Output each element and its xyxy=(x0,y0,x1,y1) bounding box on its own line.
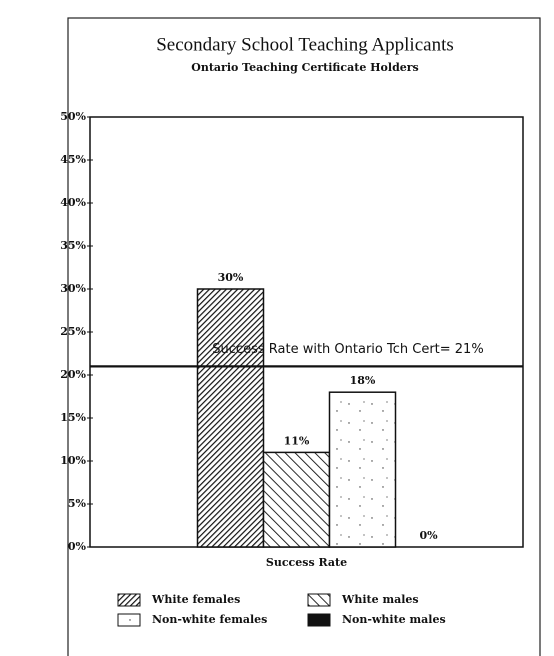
y-tick-label: 25% xyxy=(60,325,86,338)
y-tick-label: 35% xyxy=(60,239,86,252)
y-tick-label: 10% xyxy=(60,454,86,467)
data-label: 0% xyxy=(419,529,438,542)
y-tick-label: 0% xyxy=(68,540,87,553)
data-label: 11% xyxy=(284,434,310,447)
legend-swatch xyxy=(117,593,141,607)
frame xyxy=(67,17,541,656)
x-tick-label: Success Rate xyxy=(266,556,347,569)
y-tick-label: 40% xyxy=(60,196,86,209)
legend-swatch xyxy=(307,593,331,607)
y-tick-label: 45% xyxy=(60,153,86,166)
legend-swatch xyxy=(117,613,141,627)
y-tick-label: 50% xyxy=(60,110,86,123)
y-tick-label: 20% xyxy=(60,368,86,381)
data-label: 30% xyxy=(218,271,244,284)
legend-label: White males xyxy=(341,593,419,606)
legend-label: White females xyxy=(151,593,240,606)
bar xyxy=(196,288,265,548)
bar xyxy=(328,391,397,548)
legend-label: Non-white males xyxy=(342,613,446,626)
chart-subtitle: Ontario Teaching Certificate Holders xyxy=(191,61,419,74)
bar xyxy=(262,451,331,548)
legend-label: Non-white females xyxy=(152,613,267,626)
reference-label: Success Rate with Ontario Tch Cert= 21% xyxy=(212,342,483,357)
y-tick-label: 30% xyxy=(60,282,86,295)
data-label: 18% xyxy=(350,374,376,387)
legend-swatch xyxy=(307,613,331,627)
y-tick-label: 5% xyxy=(68,497,87,510)
chart-title: Secondary School Teaching Applicants xyxy=(156,34,454,55)
y-tick-label: 15% xyxy=(60,411,86,424)
